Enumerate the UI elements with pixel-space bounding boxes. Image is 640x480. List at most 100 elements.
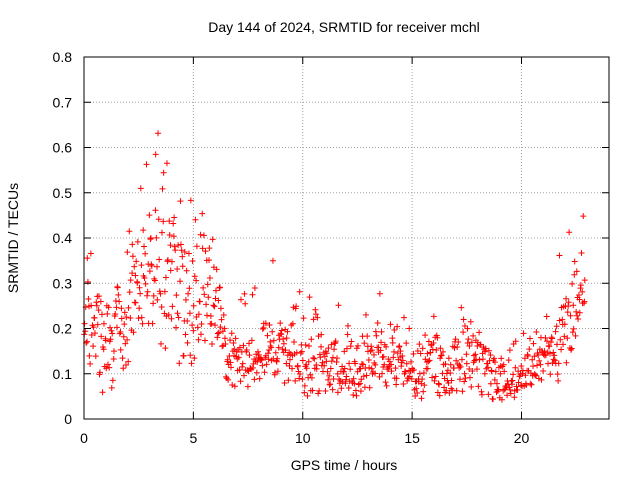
y-tick-label: 0.6: [53, 140, 73, 156]
data-point: [323, 358, 330, 365]
data-point: [130, 329, 137, 336]
data-point: [433, 347, 440, 354]
data-point: [419, 376, 426, 383]
data-point: [518, 362, 525, 369]
data-point: [361, 340, 368, 347]
data-point: [187, 352, 194, 359]
data-point: [212, 322, 219, 329]
data-point: [150, 292, 157, 299]
data-point: [153, 234, 160, 241]
data-point: [434, 389, 441, 396]
data-point: [327, 365, 334, 372]
data-point: [345, 385, 352, 392]
data-point: [373, 332, 380, 339]
data-point: [176, 360, 183, 367]
data-point: [313, 365, 320, 372]
data-point: [573, 308, 580, 315]
data-point: [318, 343, 325, 350]
data-point: [310, 316, 317, 323]
data-point: [150, 300, 157, 307]
data-point: [421, 382, 428, 389]
data-point: [341, 365, 348, 372]
data-point: [354, 342, 361, 349]
data-point: [171, 214, 178, 221]
data-point: [185, 250, 192, 257]
data-point: [481, 370, 488, 377]
data-point: [465, 336, 472, 343]
data-point: [193, 243, 200, 250]
data-point: [158, 229, 165, 236]
data-point: [350, 375, 357, 382]
data-point: [393, 375, 400, 382]
data-point: [177, 198, 184, 205]
data-point: [400, 381, 407, 388]
data-point: [139, 320, 146, 327]
data-point: [470, 332, 477, 339]
data-point: [154, 263, 161, 270]
data-point: [352, 387, 359, 394]
data-point: [372, 328, 379, 335]
data-point: [430, 340, 437, 347]
data-point: [218, 316, 225, 323]
data-point: [160, 169, 167, 176]
data-point: [277, 330, 284, 337]
data-point: [437, 355, 444, 362]
data-point: [163, 160, 170, 167]
data-point: [269, 257, 276, 264]
data-point: [292, 377, 299, 384]
data-point: [98, 333, 105, 340]
data-point: [366, 364, 373, 371]
data-point: [485, 364, 492, 371]
data-point: [533, 372, 540, 379]
data-point: [258, 356, 265, 363]
data-point: [240, 372, 247, 379]
data-point: [497, 370, 504, 377]
data-point: [358, 360, 365, 367]
data-point: [383, 343, 390, 350]
data-point: [575, 316, 582, 323]
data-point: [475, 383, 482, 390]
data-point: [468, 383, 475, 390]
data-point: [201, 291, 208, 298]
data-point: [491, 355, 498, 362]
data-point: [122, 361, 129, 368]
data-point: [540, 368, 547, 375]
data-point: [129, 241, 136, 248]
data-point: [155, 216, 162, 223]
data-point: [197, 231, 204, 238]
data-point: [254, 358, 261, 365]
data-point: [265, 350, 272, 357]
y-tick-label: 0.7: [53, 94, 73, 110]
data-point: [308, 374, 315, 381]
data-point: [378, 328, 385, 335]
data-point: [210, 302, 217, 309]
data-point: [87, 250, 94, 257]
data-point: [239, 363, 246, 370]
data-point: [507, 390, 514, 397]
data-point: [478, 388, 485, 395]
data-point: [564, 309, 571, 316]
data-point: [132, 299, 139, 306]
data-point: [185, 290, 192, 297]
data-point: [195, 336, 202, 343]
data-point: [520, 330, 527, 337]
data-point: [200, 232, 207, 239]
data-point: [141, 275, 148, 282]
data-point: [392, 365, 399, 372]
data-point: [95, 293, 102, 300]
data-point: [268, 344, 275, 351]
data-point: [476, 329, 483, 336]
data-point: [456, 376, 463, 383]
data-point: [149, 320, 156, 327]
data-point: [346, 360, 353, 367]
data-point: [322, 387, 329, 394]
data-point: [275, 344, 282, 351]
data-point: [512, 364, 519, 371]
y-tick-label: 0.3: [53, 275, 73, 291]
data-point: [84, 338, 91, 345]
data-point: [381, 361, 388, 368]
data-point: [263, 361, 270, 368]
data-point: [251, 376, 258, 383]
data-point: [368, 343, 375, 350]
data-point: [297, 371, 304, 378]
